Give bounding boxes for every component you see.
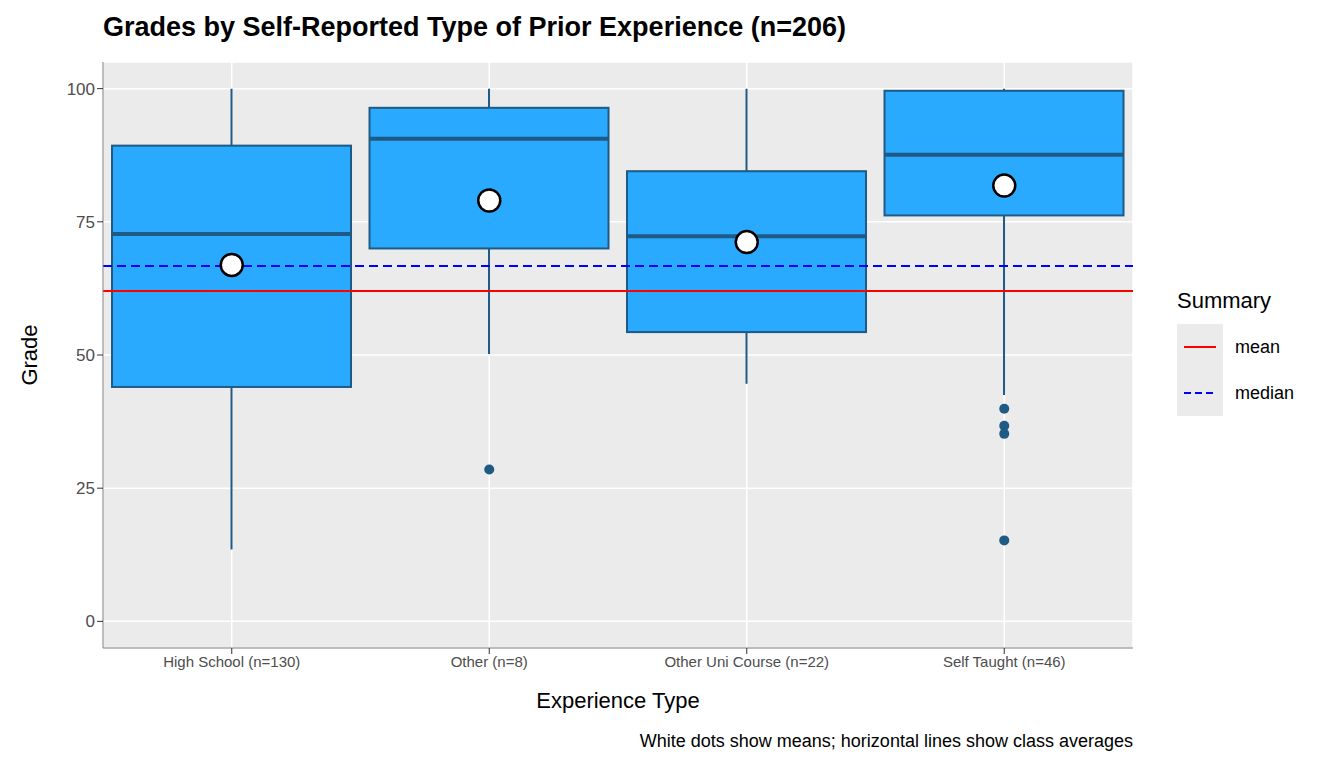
html-text:Grade: Grade [17, 324, 42, 386]
html-text:mean: mean [1235, 336, 1280, 357]
svg-text:75: 75 [76, 213, 95, 232]
svg-text:0: 0 [86, 612, 95, 631]
html-text:Grades by Self-Reported Type o: Grades by Self-Reported Type of Prior Ex… [103, 12, 846, 42]
html-text:White dots show means; horizon: White dots show means; horizontal lines … [639, 731, 1133, 751]
html-text:median: median [1235, 382, 1294, 403]
html-text:Experience Type: Experience Type [536, 688, 700, 713]
html-text:Summary: Summary [1177, 288, 1272, 313]
svg-text:Other (n=8): Other (n=8) [451, 653, 528, 670]
svg-text:25: 25 [76, 479, 95, 498]
svg-text:Self Taught (n=46): Self Taught (n=46) [943, 653, 1066, 670]
svg-text:High School (n=130): High School (n=130) [163, 653, 300, 670]
svg-text:50: 50 [76, 346, 95, 365]
svg-text:Other Uni Course (n=22): Other Uni Course (n=22) [664, 653, 829, 670]
svg-text:100: 100 [67, 80, 95, 99]
